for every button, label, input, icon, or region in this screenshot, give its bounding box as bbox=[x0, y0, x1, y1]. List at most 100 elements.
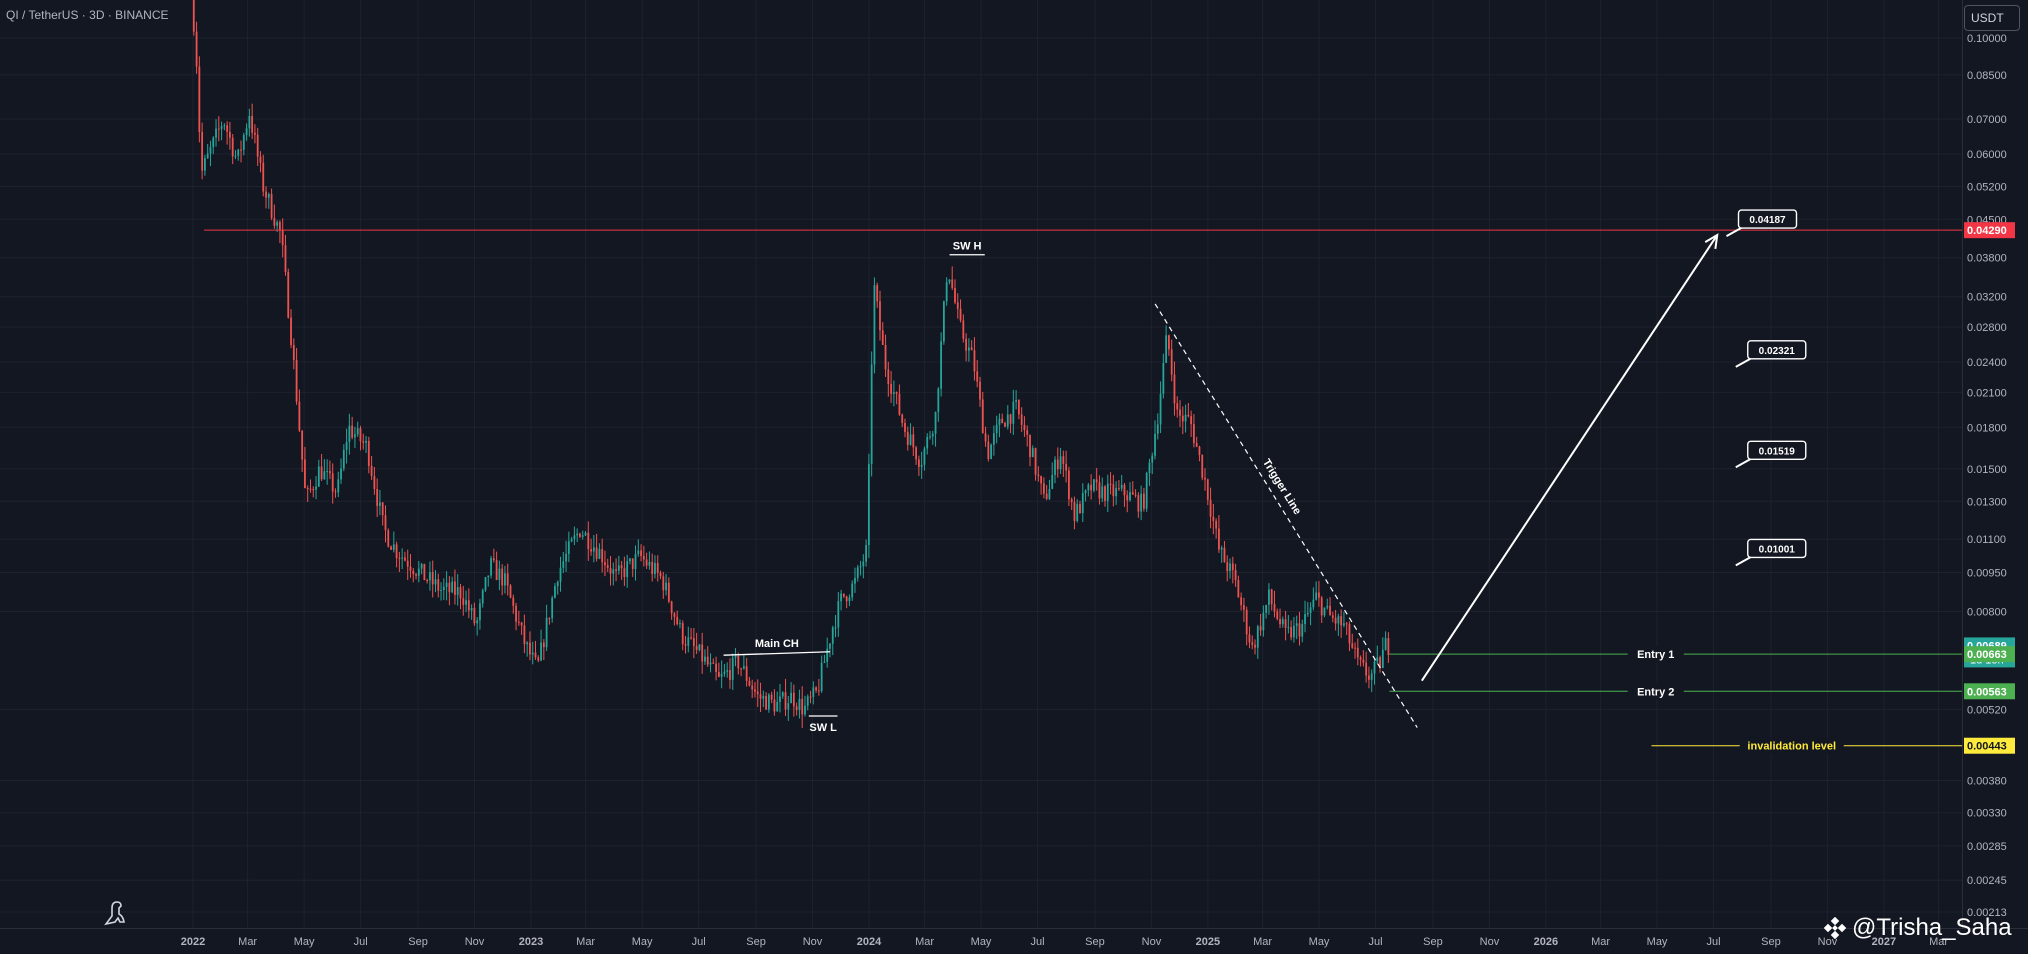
binance-diamond-icon bbox=[1824, 917, 1846, 939]
candle-down bbox=[673, 612, 676, 626]
candle-body bbox=[356, 428, 359, 435]
time-tick: Mar bbox=[576, 936, 595, 948]
candle-up bbox=[920, 451, 923, 479]
candle-down bbox=[240, 140, 242, 163]
candle-down bbox=[915, 445, 918, 465]
candle-body bbox=[198, 66, 201, 132]
candle-body bbox=[442, 586, 445, 590]
candle-down bbox=[956, 293, 959, 319]
candle-body bbox=[1323, 607, 1326, 616]
candle-up bbox=[559, 556, 562, 592]
candle-body bbox=[692, 638, 695, 647]
candle-body bbox=[1051, 474, 1054, 489]
candle-down bbox=[312, 486, 315, 498]
candle-body bbox=[1340, 616, 1343, 626]
candle-body bbox=[1054, 459, 1056, 475]
candle-body bbox=[931, 433, 934, 437]
candles bbox=[192, 0, 1390, 728]
candle-up bbox=[1092, 478, 1095, 493]
candle-down bbox=[1234, 563, 1237, 587]
candle-body bbox=[1201, 455, 1204, 478]
candle-body bbox=[1362, 659, 1365, 663]
candle-up bbox=[598, 543, 601, 560]
candle-body bbox=[1187, 414, 1190, 417]
candle-body bbox=[529, 642, 531, 655]
candle-body bbox=[517, 621, 520, 623]
candle-down bbox=[587, 521, 590, 561]
candle-down bbox=[370, 456, 373, 480]
candle-up bbox=[1048, 479, 1051, 501]
candle-down bbox=[1215, 518, 1218, 539]
candle-up bbox=[967, 338, 970, 362]
candle-body bbox=[665, 582, 667, 591]
candle-up bbox=[567, 531, 570, 563]
price-tick: 0.00800 bbox=[1967, 607, 2007, 619]
candle-down bbox=[979, 376, 981, 407]
candle-down bbox=[412, 567, 415, 583]
candle-up bbox=[215, 119, 217, 147]
candle-down bbox=[384, 505, 387, 543]
candle-up bbox=[926, 433, 929, 455]
candle-body bbox=[298, 401, 301, 431]
candle-body bbox=[404, 557, 406, 561]
candle-body bbox=[651, 561, 654, 575]
candle-up bbox=[348, 413, 351, 455]
target-label: 0.01001 bbox=[1759, 544, 1796, 555]
symbol-title: QI / TetherUS · 3D · BINANCE bbox=[6, 8, 169, 22]
candle-body bbox=[640, 550, 642, 557]
time-tick: May bbox=[294, 936, 315, 948]
candle-body bbox=[770, 694, 773, 700]
time-tick: 2022 bbox=[181, 936, 205, 948]
time-tick: Jul bbox=[692, 936, 706, 948]
candle-body bbox=[1020, 414, 1023, 425]
candle-body bbox=[1034, 448, 1037, 475]
candle-body bbox=[1106, 483, 1109, 501]
candle-down bbox=[1226, 555, 1229, 582]
candle-body bbox=[373, 475, 376, 489]
candle-body bbox=[437, 579, 440, 591]
candle-body bbox=[1009, 414, 1012, 424]
tradingview-dino-icon[interactable] bbox=[102, 898, 128, 926]
candle-body bbox=[992, 433, 995, 445]
price-tag-label: 0.04290 bbox=[1967, 225, 2007, 237]
candle-body bbox=[656, 563, 659, 573]
candle-up bbox=[479, 598, 481, 630]
candle-body bbox=[592, 547, 595, 552]
annotation-label: SW H bbox=[953, 241, 982, 253]
candle-body bbox=[448, 582, 451, 593]
candle-body bbox=[829, 643, 831, 649]
candle-down bbox=[984, 426, 987, 447]
candle-body bbox=[390, 546, 392, 550]
candle-body bbox=[331, 473, 334, 492]
level-label-bg bbox=[1739, 737, 1844, 754]
candle-down bbox=[529, 631, 531, 661]
candle-body bbox=[445, 582, 448, 587]
candle-body bbox=[615, 569, 617, 571]
candle-up bbox=[820, 655, 823, 693]
candle-up bbox=[204, 154, 206, 176]
candle-body bbox=[545, 617, 548, 648]
candle-body bbox=[1118, 488, 1120, 490]
currency-button[interactable]: USDT bbox=[1964, 5, 2020, 31]
candle-body bbox=[254, 132, 256, 135]
annotation-label: SW L bbox=[809, 722, 837, 734]
candle-up bbox=[1051, 462, 1054, 490]
candle-down bbox=[256, 127, 259, 166]
candle-down bbox=[198, 56, 201, 143]
candle-up bbox=[1106, 474, 1109, 513]
candle-down bbox=[1004, 421, 1006, 428]
candle-down bbox=[1368, 666, 1370, 689]
candle-body bbox=[773, 699, 776, 712]
time-tick: Jul bbox=[1707, 936, 1721, 948]
candle-body bbox=[1304, 614, 1306, 624]
candle-body bbox=[326, 471, 329, 473]
candle-body bbox=[1237, 580, 1240, 598]
time-tick: Mar bbox=[1253, 936, 1272, 948]
time-tick: Sep bbox=[1761, 936, 1781, 948]
candle-up bbox=[354, 426, 356, 448]
candle-body bbox=[1162, 362, 1165, 394]
candle-body bbox=[320, 466, 323, 480]
candle-up bbox=[779, 683, 781, 713]
price-tick: 0.03200 bbox=[1967, 292, 2007, 304]
